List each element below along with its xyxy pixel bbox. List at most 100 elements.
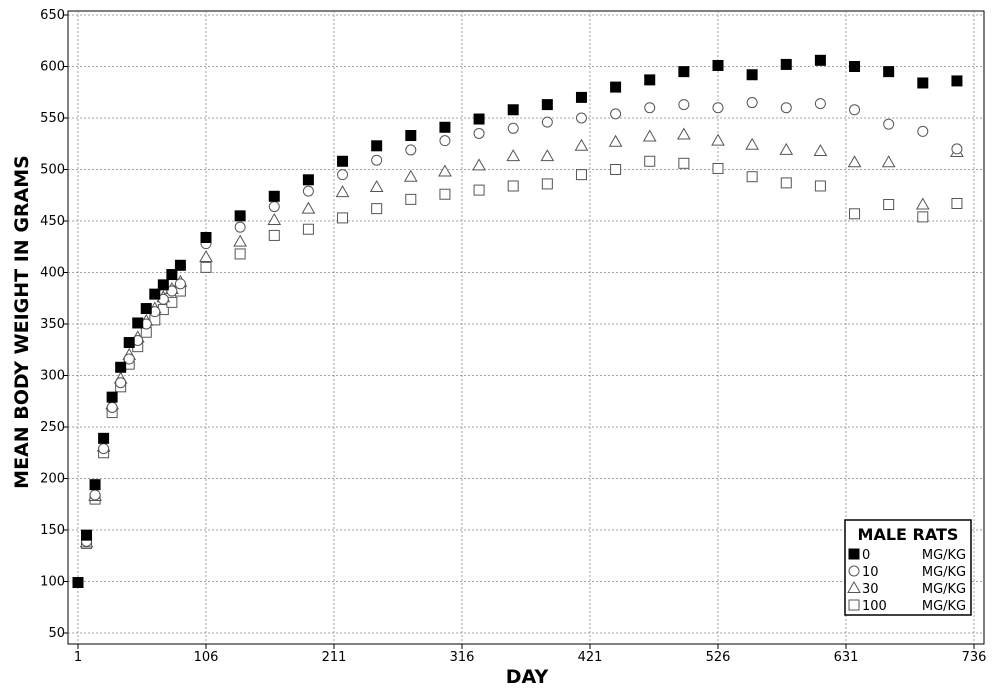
point-10-mg-kg (678, 99, 690, 111)
point-30-mg-kg (540, 149, 555, 162)
point-10-mg-kg (166, 285, 178, 297)
point-30-mg-kg (335, 185, 350, 198)
point-0-mg-kg (883, 66, 895, 78)
point-100-mg-kg (234, 248, 246, 260)
point-100-mg-kg (746, 171, 758, 183)
point-0-mg-kg (302, 174, 314, 186)
point-0-mg-kg (268, 190, 280, 202)
point-10-mg-kg (106, 401, 118, 413)
x-tick-labels: 1 106 211 316 421 526 631 736 (74, 650, 987, 665)
y-axis-title: MEAN BODY WEIGHT IN GRAMS (11, 155, 33, 489)
point-10-mg-kg (405, 144, 417, 156)
point-100-mg-kg (473, 184, 485, 196)
legend-marker (848, 565, 860, 577)
point-30-mg-kg (711, 133, 725, 146)
point-0-mg-kg (371, 140, 383, 152)
point-10-mg-kg (712, 102, 724, 114)
point-0-mg-kg (157, 279, 169, 291)
y-tick-label: 250 (40, 420, 65, 435)
legend-marker (847, 580, 861, 593)
legend-box (844, 519, 972, 616)
point-30-mg-kg (574, 138, 589, 151)
point-10-mg-kg (951, 143, 963, 155)
point-30-mg-kg (608, 134, 623, 147)
point-10-mg-kg (814, 98, 826, 110)
point-10-mg-kg (174, 278, 186, 290)
point-30-mg-kg (403, 169, 418, 182)
plot-area (67, 10, 985, 645)
point-10-mg-kg (439, 135, 451, 147)
grid-lines (68, 11, 984, 644)
point-30-mg-kg (438, 164, 452, 177)
point-0-mg-kg (610, 81, 622, 93)
y-tick-label: 650 (40, 8, 65, 23)
point-0-mg-kg (115, 361, 127, 373)
point-30-mg-kg (301, 201, 316, 214)
point-30-mg-kg (199, 250, 213, 263)
point-10-mg-kg (268, 201, 280, 213)
point-0-mg-kg (541, 99, 553, 111)
point-100-mg-kg (644, 155, 656, 167)
point-0-mg-kg (106, 391, 118, 403)
point-100-mg-kg (575, 169, 587, 181)
point-10-mg-kg (610, 108, 622, 120)
point-100-mg-kg (302, 223, 314, 235)
point-0-mg-kg (234, 210, 246, 222)
point-100-mg-kg (712, 162, 724, 174)
x-tick-label: 316 (450, 650, 475, 665)
point-0-mg-kg (644, 74, 656, 86)
point-10-mg-kg (337, 169, 349, 181)
point-30-mg-kg (472, 158, 486, 171)
y-tick-label: 200 (40, 472, 65, 487)
point-0-mg-kg (98, 432, 110, 444)
point-100-mg-kg (200, 261, 212, 273)
x-tick-label: 211 (322, 650, 347, 665)
point-30-mg-kg (267, 212, 282, 225)
point-100-mg-kg (814, 180, 826, 192)
y-tick-label: 550 (40, 111, 65, 126)
legend-unit: MG/KG (922, 565, 966, 580)
point-0-mg-kg (678, 66, 690, 78)
y-tick-label: 450 (40, 214, 65, 229)
point-10-mg-kg (917, 125, 929, 137)
x-tick-label: 106 (194, 650, 219, 665)
point-10-mg-kg (849, 104, 861, 116)
point-10-mg-kg (575, 112, 587, 124)
point-30-mg-kg (233, 234, 247, 247)
y-tick-label: 50 (48, 626, 65, 641)
point-10-mg-kg (541, 116, 553, 128)
point-0-mg-kg (81, 529, 93, 541)
point-0-mg-kg (200, 231, 212, 243)
legend: MALE RATS 0 MG/KG 10 MG/KG 30 MG/KG 100 MG/KG (844, 519, 972, 616)
point-30-mg-kg (881, 155, 896, 168)
legend-marker (848, 599, 860, 611)
point-10-mg-kg (234, 221, 246, 233)
point-100-mg-kg (849, 208, 861, 220)
point-100-mg-kg (507, 180, 519, 192)
point-0-mg-kg (712, 59, 724, 71)
point-10-mg-kg (89, 489, 101, 501)
legend-title: MALE RATS (858, 525, 959, 544)
point-10-mg-kg (371, 154, 383, 166)
y-tick-label: 300 (40, 369, 65, 384)
y-tick-label: 400 (40, 266, 65, 281)
point-0-mg-kg (814, 54, 826, 66)
x-tick-label: 736 (962, 650, 987, 665)
point-0-mg-kg (473, 113, 485, 125)
data-points (72, 54, 964, 589)
x-tick-label: 631 (834, 650, 859, 665)
point-0-mg-kg (140, 303, 152, 315)
point-0-mg-kg (746, 69, 758, 81)
point-30-mg-kg (745, 137, 759, 150)
point-10-mg-kg (473, 127, 485, 139)
legend-unit: MG/KG (922, 548, 966, 563)
point-100-mg-kg (371, 203, 383, 215)
point-100-mg-kg (678, 157, 690, 169)
point-30-mg-kg (506, 149, 521, 162)
legend-label: 10 (862, 565, 879, 580)
point-30-mg-kg (847, 155, 862, 168)
y-tick-label: 600 (40, 60, 65, 75)
x-tick-label: 526 (706, 650, 731, 665)
point-0-mg-kg (780, 58, 792, 70)
